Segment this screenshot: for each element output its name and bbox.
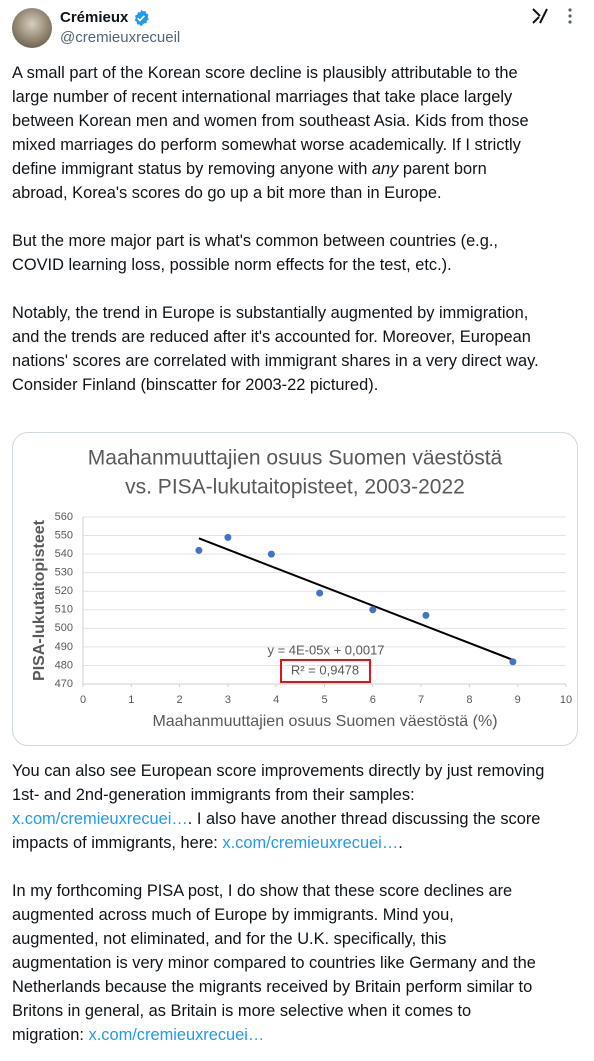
text: parent born (398, 160, 487, 178)
text-line: mixed marriages do perform somewhat wors… (12, 133, 521, 157)
text-line: Britons in general, as Britain is more s… (12, 999, 471, 1023)
text: 1st- and 2nd-generation immigrants from … (12, 786, 415, 804)
link[interactable]: x.com/cremieuxrecuei… (222, 834, 399, 852)
chart: Maahanmuuttajien osuus Suomen väestöstä v… (31, 447, 572, 731)
grok-button[interactable] (530, 6, 550, 26)
data-point (195, 546, 203, 554)
chart-title: vs. PISA-lukutaitopisteet, 2003-2022 (125, 476, 465, 499)
data-point (224, 533, 232, 541)
text-line: In my forthcoming PISA post, I do show t… (12, 879, 512, 903)
x-tick-label: 4 (273, 694, 279, 706)
text-line: impacts of immigrants, here: x.com/cremi… (12, 831, 403, 855)
text-line: But the more major part is what's common… (12, 229, 498, 253)
text-line: augmented across much of Europe by immig… (12, 903, 454, 927)
more-button[interactable] (560, 6, 580, 26)
data-point (267, 550, 275, 558)
x-tick-label: 2 (177, 694, 183, 706)
text: abroad, Korea's scores do go up a bit mo… (12, 184, 442, 202)
text: augmented, not eliminated, and for the U… (12, 930, 447, 948)
text-line: x.com/cremieuxrecuei…. I also have anoth… (12, 807, 540, 831)
text: augmented across much of Europe by immig… (12, 906, 454, 924)
text: nations' scores are correlated with immi… (12, 352, 539, 370)
x-tick-label: 8 (466, 694, 472, 706)
text: But the more major part is what's common… (12, 232, 498, 250)
y-tick-label: 470 (55, 678, 73, 690)
text-line: augmented, not eliminated, and for the U… (12, 927, 446, 951)
author-handle[interactable]: @cremieuxrecueil (60, 29, 181, 46)
text: mixed marriages do perform somewhat wors… (12, 136, 521, 154)
text: Netherlands because the migrants receive… (12, 978, 533, 996)
media-frame[interactable]: Maahanmuuttajien osuus Suomen väestöstä v… (12, 432, 578, 746)
x-tick-label: 1 (128, 694, 134, 706)
r-squared: R² = 0,9478 (291, 662, 359, 677)
x-tick-label: 6 (370, 694, 376, 706)
data-point (369, 606, 377, 614)
x-tick-label: 10 (560, 694, 572, 706)
text: between Korean men and women from southe… (12, 112, 529, 130)
text: Consider Finland (binscatter for 2003-22… (12, 376, 379, 394)
y-tick-label: 530 (55, 567, 73, 579)
y-tick-label: 500 (55, 622, 73, 634)
y-axis-label: PISA-lukutaitopisteet (31, 519, 48, 681)
text: Notably, the trend in Europe is substant… (12, 304, 529, 322)
y-tick-label: 560 (55, 511, 73, 523)
y-tick-label: 550 (55, 529, 73, 541)
text-line: Netherlands because the migrants receive… (12, 975, 532, 999)
text-line: A small part of the Korean score decline… (12, 61, 518, 85)
verified-badge (134, 9, 149, 27)
text-line: abroad, Korea's scores do go up a bit mo… (12, 181, 442, 205)
link[interactable]: x.com/cremieuxrecuei… (88, 1026, 265, 1044)
text: large number of recent international mar… (12, 88, 513, 106)
x-tick-label: 5 (321, 694, 327, 706)
data-point (422, 611, 430, 619)
y-tick-label: 510 (55, 604, 73, 616)
text-line: nations' scores are correlated with immi… (12, 349, 539, 373)
x-axis-label: Maahanmuuttajien osuus Suomen väestöstä … (152, 713, 497, 730)
text-line: and the trends are reduced after it's ac… (12, 325, 531, 349)
text-line: Consider Finland (binscatter for 2003-22… (12, 373, 378, 397)
equation: y = 4E-05x + 0,0017 (267, 642, 384, 657)
y-tick-label: 540 (55, 548, 73, 560)
text: You can also see European score improvem… (12, 762, 545, 780)
text-line: You can also see European score improvem… (12, 759, 544, 783)
chart-title: Maahanmuuttajien osuus Suomen väestöstä (88, 447, 503, 470)
text: In my forthcoming PISA post, I do show t… (12, 882, 513, 900)
x-tick-label: 0 (80, 694, 86, 706)
text: impacts of immigrants, here: (12, 834, 223, 852)
x-tick-label: 9 (515, 694, 521, 706)
y-tick-label: 520 (55, 585, 73, 597)
text-line: between Korean men and women from southe… (12, 109, 529, 133)
text-line: 1st- and 2nd-generation immigrants from … (12, 783, 415, 807)
text: define immigrant status by removing anyo… (12, 160, 372, 178)
data-point (316, 589, 324, 597)
y-tick-label: 480 (55, 659, 73, 671)
text: any (371, 160, 399, 178)
text: augmentation is very minor compared to c… (12, 954, 536, 972)
text: COVID learning loss, possible norm effec… (12, 256, 452, 274)
text: migration: (12, 1026, 89, 1044)
text-line: define immigrant status by removing anyo… (12, 157, 487, 181)
text-line: COVID learning loss, possible norm effec… (12, 253, 452, 277)
text-line: migration: x.com/cremieuxrecuei… (12, 1023, 264, 1047)
author-name[interactable]: Crémieux (60, 9, 129, 26)
text: A small part of the Korean score decline… (12, 64, 518, 82)
y-tick-label: 490 (55, 641, 73, 653)
text: Britons in general, as Britain is more s… (12, 1002, 472, 1020)
avatar[interactable] (12, 8, 52, 48)
data-point (509, 658, 517, 666)
link[interactable]: x.com/cremieuxrecuei… (12, 810, 188, 828)
annotation-box (280, 659, 371, 683)
text-line: large number of recent international mar… (12, 85, 512, 109)
text: and the trends are reduced after it's ac… (12, 328, 531, 346)
text: . (398, 834, 403, 852)
text-line: augmentation is very minor compared to c… (12, 951, 536, 975)
x-tick-label: 7 (418, 694, 424, 706)
x-tick-label: 3 (225, 694, 231, 706)
text: . I also have another thread discussing … (187, 810, 541, 828)
trendline (198, 537, 514, 661)
text-line: Notably, the trend in Europe is substant… (12, 301, 528, 325)
